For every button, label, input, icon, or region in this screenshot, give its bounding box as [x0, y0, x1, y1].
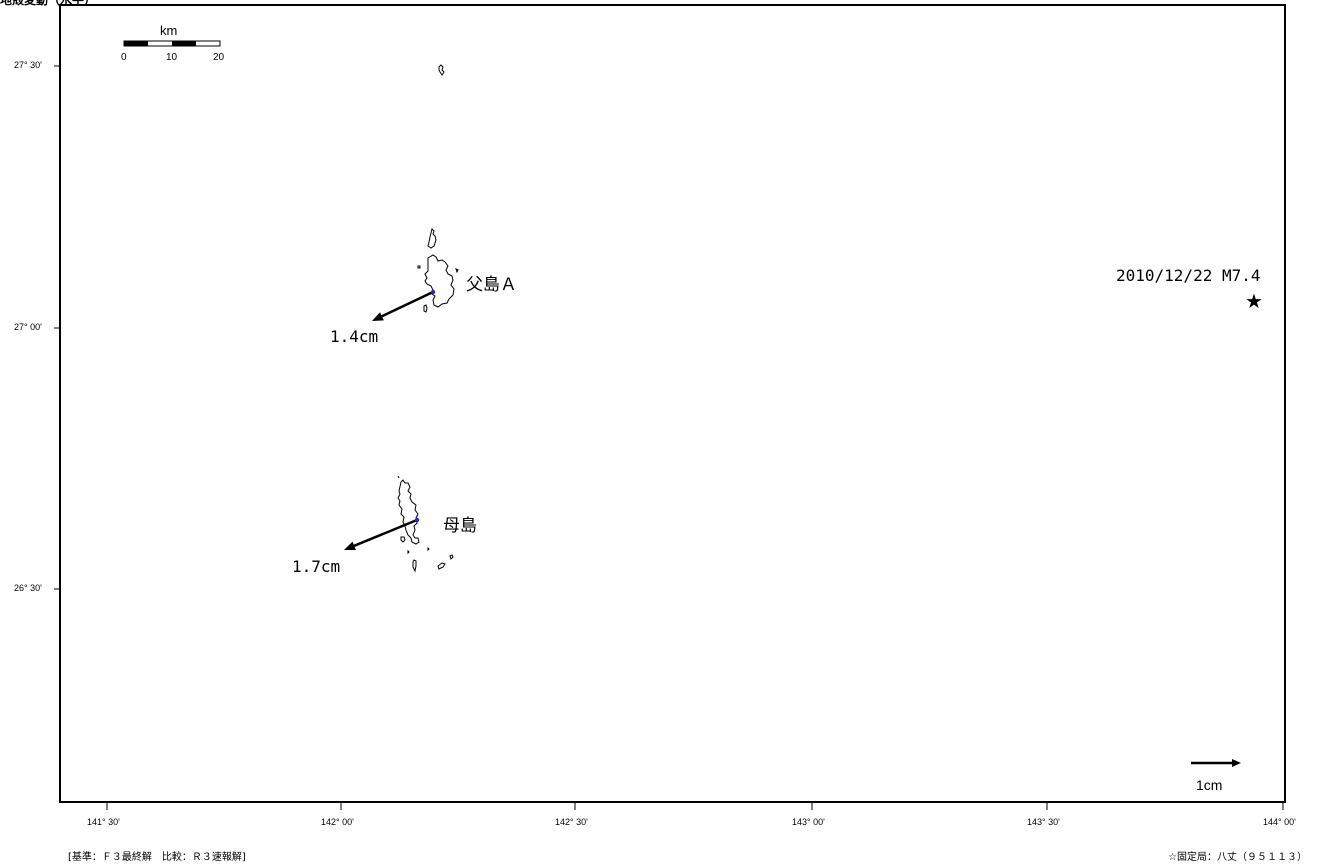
lon-label-143-30: 143° 30' [1027, 817, 1060, 827]
scale-bar [123, 40, 221, 47]
lon-label-142-00: 142° 00' [321, 817, 354, 827]
arrowhead-hahajima [344, 541, 356, 550]
island-chichijima [417, 228, 459, 313]
epicenter-star-icon: ★ [1245, 289, 1263, 313]
lon-ticks [106, 802, 1284, 810]
island-mukojima [438, 64, 445, 76]
footer-basis: [基準：Ｆ３最終解 比較：Ｒ３速報解] [68, 852, 246, 863]
lon-label-143-00: 143° 00' [792, 817, 825, 827]
lat-ticks [54, 65, 60, 590]
footer-fixed-station: ☆固定局：八丈（９５１１３） [1168, 852, 1307, 863]
scale-unit: km [160, 23, 178, 38]
lon-label-142-30: 142° 30' [555, 817, 588, 827]
displacement-label-chichijima: 1.4cm [330, 327, 379, 346]
island-hahajima [397, 475, 454, 573]
scale-label-20: 20 [213, 52, 225, 63]
lat-label-27-30: 27° 30' [14, 60, 42, 70]
station-name-hahajima: 母島 [443, 516, 477, 536]
station-marker-chichijima [430, 289, 436, 295]
reference-vector-label: 1cm [1196, 777, 1223, 793]
lon-label-141-30: 141° 30' [87, 817, 120, 827]
lon-label-144-00: 144° 00' [1263, 817, 1296, 827]
displacement-arrow-hahajima [353, 518, 418, 547]
map-frame [59, 4, 1286, 803]
map-caption: 地殻変動（水平） [0, 0, 97, 7]
displacement-label-hahajima: 1.7cm [292, 557, 341, 576]
lat-label-27-00: 27° 00' [14, 322, 42, 332]
station-marker-hahajima [414, 517, 420, 523]
lat-label-26-30: 26° 30' [14, 583, 42, 593]
displacement-arrow-chichijima [381, 290, 434, 318]
displacement-vectors [344, 289, 436, 550]
earthquake-label: 2010/12/22 M7.4 [1116, 266, 1261, 285]
station-name-chichijima: 父島Ａ [466, 275, 517, 295]
scale-label-0: 0 [121, 52, 127, 63]
scale-label-10: 10 [166, 52, 178, 63]
arrowhead-chichijima [372, 312, 384, 321]
reference-vector [1191, 759, 1241, 767]
